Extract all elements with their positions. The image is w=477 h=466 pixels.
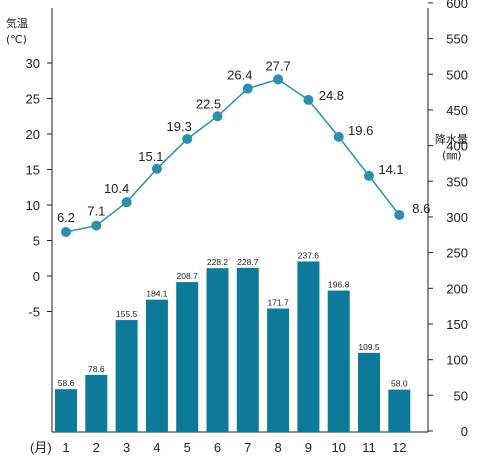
precipitation-bars [55,261,411,432]
x-tick-label: 5 [184,440,191,455]
precipitation-data-label: 196.8 [328,280,350,290]
precipitation-bar [388,389,411,432]
x-unit-label: (月) [30,440,52,455]
precipitation-tick-label: 500 [446,67,468,82]
temperature-line [61,74,405,237]
precipitation-data-label: 228.7 [237,257,259,267]
temperature-data-label: 7.1 [87,204,105,219]
x-tick-label: 8 [274,440,281,455]
precipitation-data-label: 58.0 [391,379,408,389]
precipitation-bar [145,299,168,432]
temperature-point [364,170,374,181]
temperature-point [394,209,405,220]
precipitation-data-label: 78.6 [88,364,105,374]
temperature-tick-label: 5 [33,234,40,249]
temperature-tick-label: 30 [26,56,40,71]
temperature-point [303,94,314,105]
x-tick-label: 9 [305,440,312,455]
precipitation-tick-label: 350 [446,174,468,189]
precipitation-axis-label: 降水量 [435,132,468,146]
precipitation-tick-label: 100 [446,353,468,368]
temperature-data-label: 19.3 [167,119,192,134]
temperature-tick-label: 20 [26,127,40,142]
temperature-point [61,226,71,237]
precipitation-bar [358,352,380,432]
temperature-tick-label: 10 [26,198,40,213]
temperature-data-label: 14.1 [378,162,403,177]
temperature-point [273,74,284,85]
precipitation-tick-label: 150 [446,317,468,332]
temperature-data-label: 15.1 [138,149,163,164]
temperature-data-label: 27.7 [265,58,290,73]
x-tick-label: 6 [214,440,221,455]
precipitation-bar [267,308,290,432]
temperature-point [121,197,132,208]
precipitation-data-label: 208.7 [177,271,199,281]
precipitation-bar [327,290,350,432]
precipitation-tick-label: 0 [461,424,468,439]
precipitation-bar [85,374,108,432]
x-tick-label: 4 [153,440,160,455]
temperature-data-label: 10.4 [104,181,129,196]
temperature-tick-label: 15 [26,163,40,178]
temperature-point [151,163,162,174]
temperature-tick-label: -5 [28,305,40,320]
precipitation-bar [115,320,138,432]
temperature-data-label: 6.2 [57,210,75,225]
precipitation-data-label: 58.6 [58,378,75,388]
precipitation-data-label: 109.5 [358,342,380,352]
x-tick-label: 2 [93,440,100,455]
precipitation-bar [55,389,77,432]
temperature-point [91,220,102,231]
temperature-tick-label: 0 [33,269,40,284]
precipitation-bar [176,282,199,432]
axes: 気温(℃)302520151050-5降水量(㎜)700650600550500… [6,0,468,455]
precipitation-tick-label: 50 [454,388,468,403]
precipitation-tick-label: 250 [446,246,468,261]
precipitation-tick-label: 600 [446,0,468,11]
precipitation-data-label: 237.6 [298,250,320,260]
precipitation-data-label: 171.7 [267,297,289,307]
x-tick-label: 7 [244,440,251,455]
precipitation-tick-label: 200 [446,281,468,296]
temperature-tick-label: 25 [26,92,40,107]
temperature-data-label: 8.6 [412,201,430,216]
x-tick-label: 3 [123,440,130,455]
precipitation-data-label: 155.5 [116,309,138,319]
precipitation-bar [297,261,320,432]
precipitation-axis-unit: (㎜) [442,149,462,162]
temperature-data-label: 19.6 [348,123,373,138]
precipitation-bar [206,268,229,432]
precipitation-tick-label: 300 [446,210,468,225]
precipitation-tick-label: 550 [446,32,468,47]
precipitation-bar [236,267,259,432]
precipitation-data-label: 228.2 [207,257,229,267]
temperature-axis-unit: (℃) [6,33,27,46]
precipitation-tick-label: 400 [446,139,468,154]
precipitation-data-label: 184.1 [146,289,168,299]
temperature-data-label: 22.5 [196,96,221,111]
temperature-point [212,111,223,122]
temperature-point [242,83,253,94]
temperature-point [333,131,344,142]
x-tick-label: 1 [62,440,69,455]
temperature-data-label: 24.8 [319,88,344,103]
temperature-point [182,133,193,144]
x-tick-label: 11 [362,440,376,455]
temperature-axis-label: 気温 [6,16,28,30]
temperature-series-line [65,78,400,233]
temperature-data-label: 26.4 [227,68,252,83]
precipitation-tick-label: 450 [446,103,468,118]
x-tick-label: 10 [331,440,345,455]
x-tick-label: 12 [392,440,406,455]
labels: 58.6 78.6 155.5 184.1 208.7 228.2 228.7 171.7 23… [57,58,430,388]
